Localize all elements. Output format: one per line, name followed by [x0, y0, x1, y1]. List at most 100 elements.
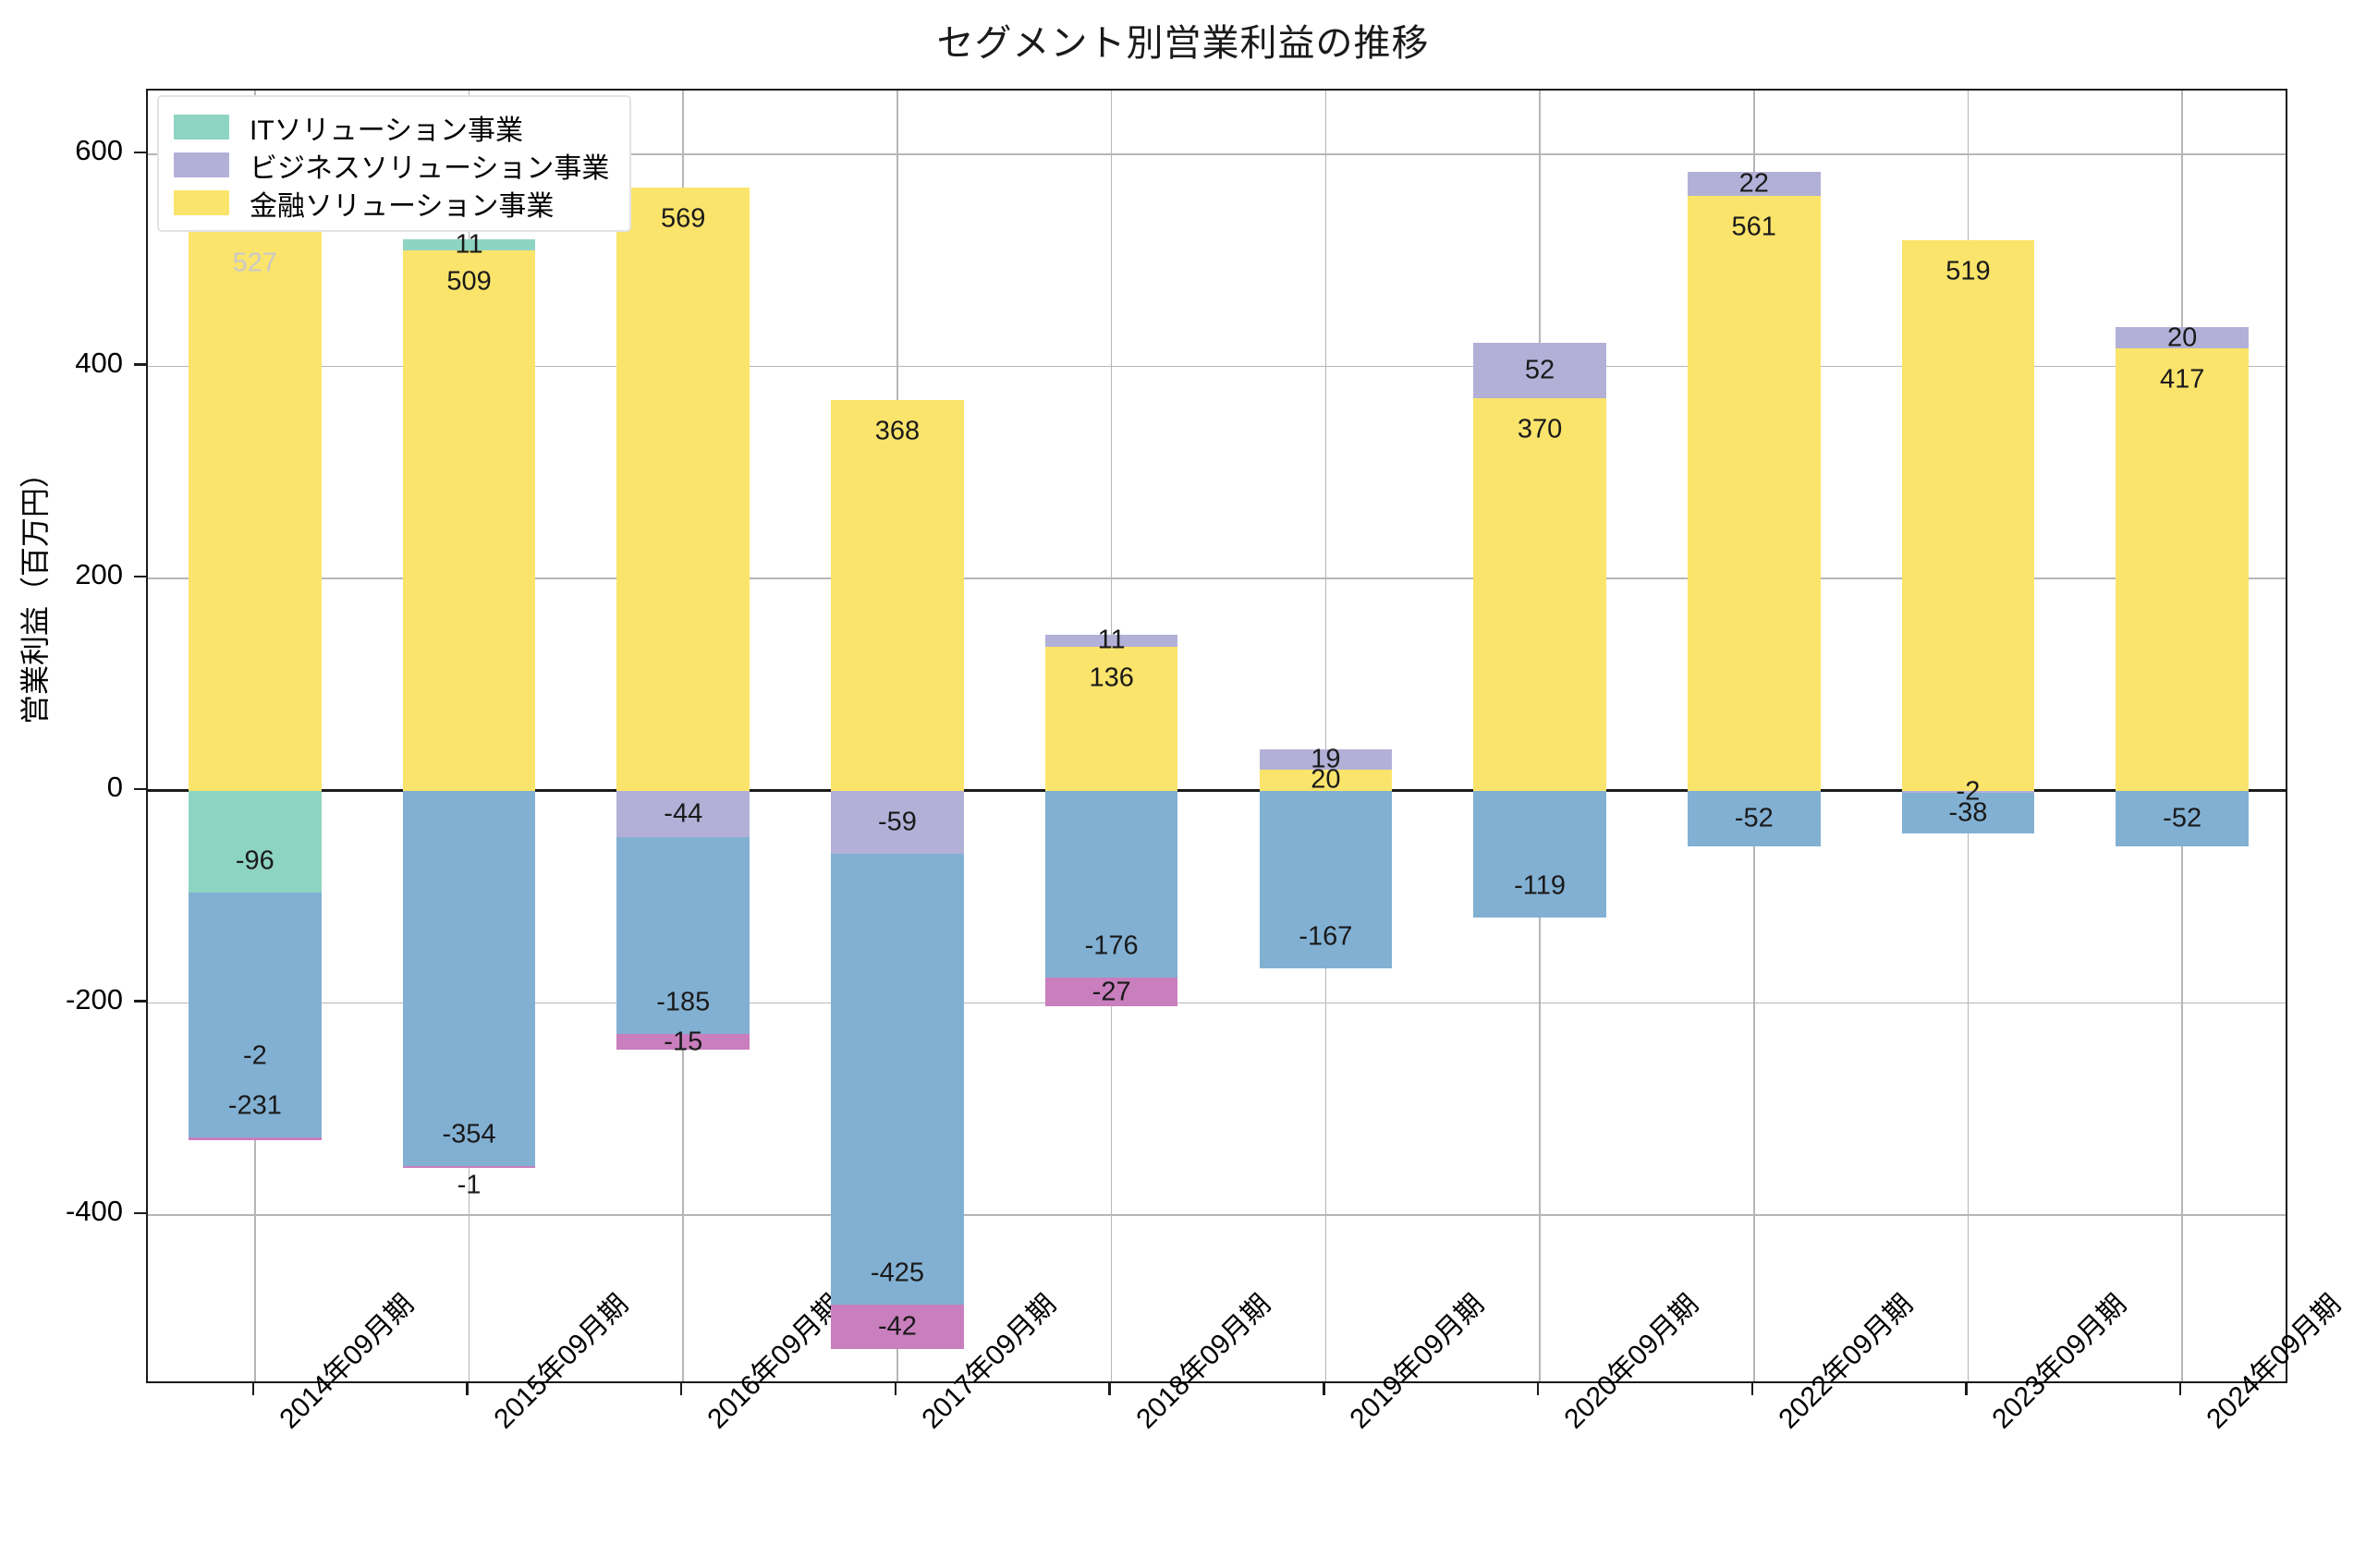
bar-value-label: 417: [2159, 364, 2205, 395]
y-gridline: [148, 577, 2286, 580]
bar-segment[interactable]: [402, 238, 536, 251]
y-gridline: [148, 789, 2286, 793]
bar-value-label: 569: [661, 203, 706, 233]
bar-segment[interactable]: [1044, 646, 1178, 791]
y-tick-mark: [134, 1212, 146, 1215]
bar-segment[interactable]: [831, 853, 964, 1305]
bar-segment[interactable]: [1687, 172, 1821, 196]
bar-segment[interactable]: [616, 837, 750, 1034]
bar-value-label: -27: [1092, 977, 1131, 1007]
bar-segment[interactable]: [616, 1033, 750, 1051]
y-gridline: [148, 1214, 2286, 1217]
bar-value-label: -231: [227, 1090, 282, 1121]
bar-value-label: -44: [664, 798, 703, 829]
x-tick-label: 2024年09月期: [2195, 1289, 2348, 1436]
x-tick-label: 2019年09月期: [1338, 1289, 1491, 1436]
bar-segment[interactable]: [1687, 790, 1821, 846]
legend-swatch-business-icon: [174, 152, 229, 177]
bar-segment[interactable]: [1259, 749, 1393, 770]
bar-value-label: 19: [1311, 744, 1341, 774]
bar-segment[interactable]: [402, 790, 536, 1167]
bar-value-label: 527: [232, 248, 278, 278]
bar-segment[interactable]: [189, 790, 322, 893]
bar-segment[interactable]: [1473, 343, 1606, 398]
x-tick-mark: [251, 1383, 255, 1395]
y-gridline: [148, 365, 2286, 368]
x-tick-label: 2020年09月期: [1553, 1289, 1704, 1436]
bar-segment[interactable]: [1259, 769, 1393, 791]
y-tick-label: 600: [75, 133, 123, 166]
y-tick-label: 0: [106, 770, 123, 803]
bar-segment[interactable]: [1044, 635, 1178, 647]
bar-value-label: -354: [442, 1119, 496, 1149]
x-tick-mark: [1108, 1383, 1111, 1395]
x-gridline: [1324, 91, 1327, 1381]
bar-value-label: -167: [1299, 921, 1353, 952]
bar-segment[interactable]: [402, 1166, 536, 1168]
bar-value-label: 561: [1731, 212, 1776, 242]
bar-segment[interactable]: [616, 187, 750, 791]
bar-value-label: -52: [1734, 803, 1774, 833]
chart-legend: ITソリューション事業 ビジネスソリューション事業 金融ソリューション事業: [157, 95, 631, 232]
y-tick-label: 400: [75, 346, 123, 379]
bar-segment[interactable]: [1259, 790, 1393, 968]
bar-value-label: -176: [1084, 930, 1139, 961]
bar-value-label: 370: [1517, 414, 1563, 444]
bar-segment[interactable]: [1901, 790, 2035, 794]
bar-segment[interactable]: [189, 231, 322, 791]
chart-title: セグメント別営業利益の推移: [936, 23, 1430, 64]
bar-value-label: -38: [1948, 797, 1988, 828]
x-tick-mark: [1323, 1383, 1325, 1395]
y-tick-label: 200: [75, 558, 123, 591]
bar-segment[interactable]: [1044, 978, 1178, 1007]
x-tick-label: 2017年09月期: [910, 1289, 1062, 1436]
bar-segment[interactable]: [2116, 790, 2249, 846]
y-tick-mark: [134, 576, 146, 578]
bar-value-label: 11: [455, 229, 483, 260]
bar-segment[interactable]: [189, 893, 322, 1138]
legend-item[interactable]: 金融ソリューション事業: [174, 184, 615, 222]
bar-value-label: 20: [1311, 764, 1341, 795]
bar-value-label: -96: [235, 845, 274, 876]
y-gridline: [148, 153, 2286, 155]
bar-segment[interactable]: [1473, 790, 1606, 918]
bar-value-label: 11: [1097, 625, 1126, 655]
x-tick-label: 2015年09月期: [482, 1289, 634, 1436]
legend-item[interactable]: ITソリューション事業: [174, 108, 615, 146]
bar-segment[interactable]: [1044, 790, 1178, 978]
x-tick-label: 2022年09月期: [1767, 1289, 1919, 1436]
bar-segment[interactable]: [402, 250, 536, 791]
bar-value-label: 509: [446, 266, 492, 297]
bar-segment[interactable]: [1901, 239, 2035, 791]
x-tick-mark: [1536, 1383, 1540, 1395]
bar-segment[interactable]: [2116, 348, 2249, 791]
bar-segment[interactable]: [831, 400, 964, 791]
bar-segment[interactable]: [831, 1304, 964, 1349]
bar-value-label: 20: [2167, 322, 2198, 353]
bar-value-label: -1: [457, 1170, 482, 1200]
legend-swatch-it-icon: [174, 115, 229, 140]
bar-segment[interactable]: [1473, 398, 1606, 791]
bar-segment[interactable]: [2116, 327, 2249, 349]
y-gridline: [148, 1002, 2286, 1004]
bar-segment[interactable]: [1901, 793, 2035, 833]
bar-segment[interactable]: [831, 790, 964, 854]
bar-value-label: -59: [877, 807, 917, 837]
y-tick-label: -200: [65, 982, 123, 1015]
x-tick-mark: [2178, 1383, 2182, 1395]
y-tick-mark: [134, 787, 146, 791]
bar-value-label: -119: [1514, 870, 1566, 901]
bar-value-label: -15: [664, 1027, 703, 1056]
bar-value-label: 52: [1524, 355, 1555, 385]
x-tick-mark: [466, 1383, 469, 1395]
y-tick-mark: [134, 1000, 146, 1003]
bar-value-label: 136: [1089, 662, 1134, 693]
bar-segment[interactable]: [189, 1137, 322, 1140]
legend-item[interactable]: ビジネスソリューション事業: [174, 146, 615, 184]
bar-segment[interactable]: [616, 790, 750, 838]
x-tick-mark: [1965, 1383, 1968, 1395]
bar-value-label: -425: [870, 1258, 924, 1288]
bar-segment[interactable]: [1687, 195, 1821, 791]
bar-value-label: -52: [2163, 803, 2202, 833]
y-tick-mark: [134, 151, 146, 154]
